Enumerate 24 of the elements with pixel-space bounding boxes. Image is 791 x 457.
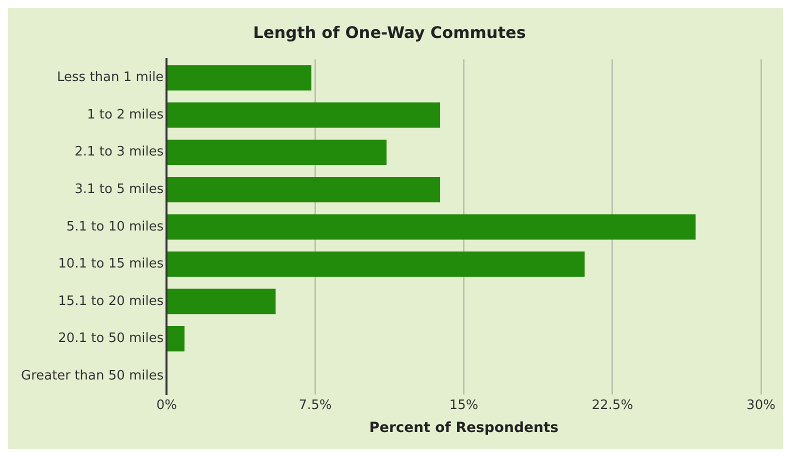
bar <box>167 288 276 314</box>
y-tick-label: 15.1 to 20 miles <box>58 294 164 309</box>
x-tick-label: 7.5% <box>298 398 332 413</box>
y-tick-label: 10.1 to 15 miles <box>58 256 164 272</box>
y-tick-label: 5.1 to 10 miles <box>66 219 164 234</box>
bar <box>167 140 387 166</box>
bar <box>167 214 696 240</box>
bar <box>167 102 440 128</box>
x-tick-label: 0% <box>156 398 177 413</box>
y-tick-label: 1 to 2 miles <box>87 107 164 122</box>
x-tick-label: 15% <box>449 398 478 413</box>
bar <box>167 65 312 91</box>
y-tick-label: 20.1 to 50 miles <box>58 331 164 346</box>
x-tick-label: 22.5% <box>592 398 634 413</box>
bar <box>167 176 440 202</box>
bar <box>167 326 185 352</box>
y-tick-label: 3.1 to 5 miles <box>74 182 164 198</box>
x-tick-label: 30% <box>746 398 776 413</box>
bar <box>167 251 585 277</box>
y-tick-label: Less than 1 mile <box>57 70 164 86</box>
y-tick-label: 2.1 to 3 miles <box>74 144 164 160</box>
y-tick-label: Greater than 50 miles <box>20 368 164 384</box>
chart-title: Length of One-Way Commutes <box>253 22 526 42</box>
x-axis-title: Percent of Respondents <box>369 420 558 436</box>
